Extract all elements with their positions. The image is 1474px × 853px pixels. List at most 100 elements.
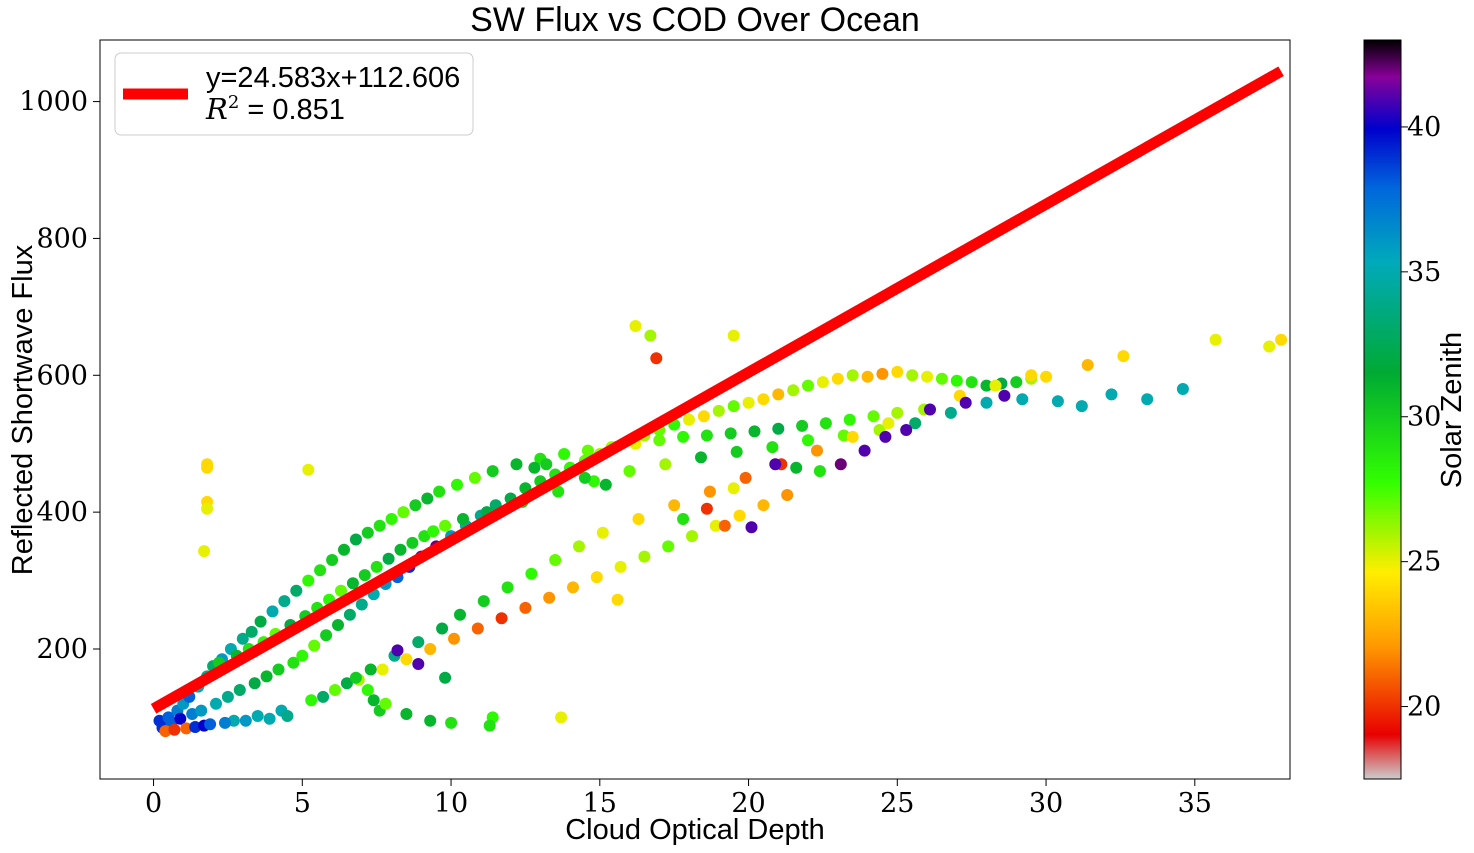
data-point [769, 458, 782, 471]
data-point [819, 417, 832, 430]
data-point [882, 417, 895, 430]
data-point [935, 372, 948, 385]
data-point [174, 712, 187, 725]
data-point [772, 422, 785, 435]
data-point [439, 519, 452, 532]
data-point [906, 369, 919, 382]
data-point [400, 653, 413, 666]
data-point [555, 711, 568, 724]
data-point [186, 708, 199, 720]
data-point [578, 471, 591, 484]
data-point [239, 714, 252, 727]
y-axis-label: Reflected Shortwave Flux [7, 244, 39, 575]
data-point [599, 478, 612, 491]
data-point [528, 461, 541, 474]
data-point [287, 656, 300, 669]
data-point [364, 663, 377, 676]
data-point [180, 722, 193, 735]
data-point [445, 716, 458, 729]
data-point [317, 690, 330, 703]
data-point [314, 564, 327, 577]
data-point [248, 677, 261, 690]
data-point [424, 643, 437, 655]
data-point [501, 581, 514, 594]
data-point [843, 413, 856, 426]
data-point [1209, 333, 1222, 346]
regression-line [150, 66, 1284, 714]
data-point [510, 458, 523, 471]
data-point [379, 697, 392, 710]
data-point [653, 434, 666, 447]
data-point [558, 448, 571, 460]
data-point [263, 712, 276, 725]
data-point [198, 545, 211, 558]
data-point [495, 612, 508, 625]
data-point [272, 663, 285, 676]
data-point [766, 441, 779, 454]
data-point [816, 376, 829, 389]
data-point [483, 719, 496, 732]
data-point [659, 458, 672, 471]
colorbar-tick-label: 30 [1407, 402, 1441, 433]
data-point [727, 400, 740, 413]
data-point [686, 530, 698, 543]
data-point [296, 649, 309, 662]
data-point [739, 471, 752, 484]
data-point [400, 708, 413, 720]
data-point [921, 370, 934, 383]
data-point [581, 444, 594, 457]
data-point [451, 478, 463, 491]
data-point [909, 417, 922, 430]
colorbar-tick-label: 35 [1407, 257, 1441, 288]
data-point [439, 671, 452, 684]
data-point [412, 658, 425, 670]
legend-box [114, 52, 474, 136]
data-point [748, 425, 761, 438]
data-point [668, 499, 681, 512]
data-point [718, 519, 731, 532]
y-axis-ticks: 200 400 600 800 1000 [19, 87, 100, 665]
data-point [210, 697, 222, 710]
data-point [837, 429, 850, 442]
data-point [876, 367, 889, 380]
data-point [549, 554, 562, 566]
data-point [468, 471, 481, 484]
data-point [662, 540, 675, 553]
data-point [632, 513, 645, 525]
data-point [332, 619, 344, 631]
x-tick-label: 15 [583, 788, 617, 819]
data-point [772, 388, 785, 401]
data-point [436, 622, 449, 635]
data-point [376, 663, 389, 676]
data-point [757, 393, 770, 406]
colorbar-tick-label: 40 [1407, 112, 1441, 143]
x-tick-label: 20 [731, 788, 765, 819]
data-point [409, 499, 422, 512]
data-point [355, 598, 368, 611]
data-point [1051, 395, 1064, 408]
data-point [590, 571, 603, 584]
data-point [650, 352, 663, 365]
data-point [1040, 370, 1053, 383]
data-point [924, 403, 936, 416]
data-point [424, 714, 437, 727]
data-point [846, 369, 859, 382]
data-point [959, 396, 972, 409]
data-point [727, 482, 740, 495]
x-tick-label: 10 [434, 788, 468, 819]
data-point [846, 430, 859, 443]
data-point [730, 445, 743, 458]
data-point [204, 718, 217, 731]
legend-label-r2: R2 = 0.851 [205, 92, 345, 126]
data-point [1263, 340, 1276, 353]
colorbar-label: Solar Zenith [1436, 332, 1468, 488]
data-point [787, 384, 800, 397]
colorbar-tick-label: 25 [1407, 547, 1441, 578]
data-point [813, 465, 826, 478]
colorbar [1363, 39, 1402, 780]
chart-title: SW Flux vs COD Over Ocean [470, 1, 920, 39]
data-point [552, 485, 565, 498]
data-point [412, 636, 425, 649]
data-point [611, 593, 624, 606]
